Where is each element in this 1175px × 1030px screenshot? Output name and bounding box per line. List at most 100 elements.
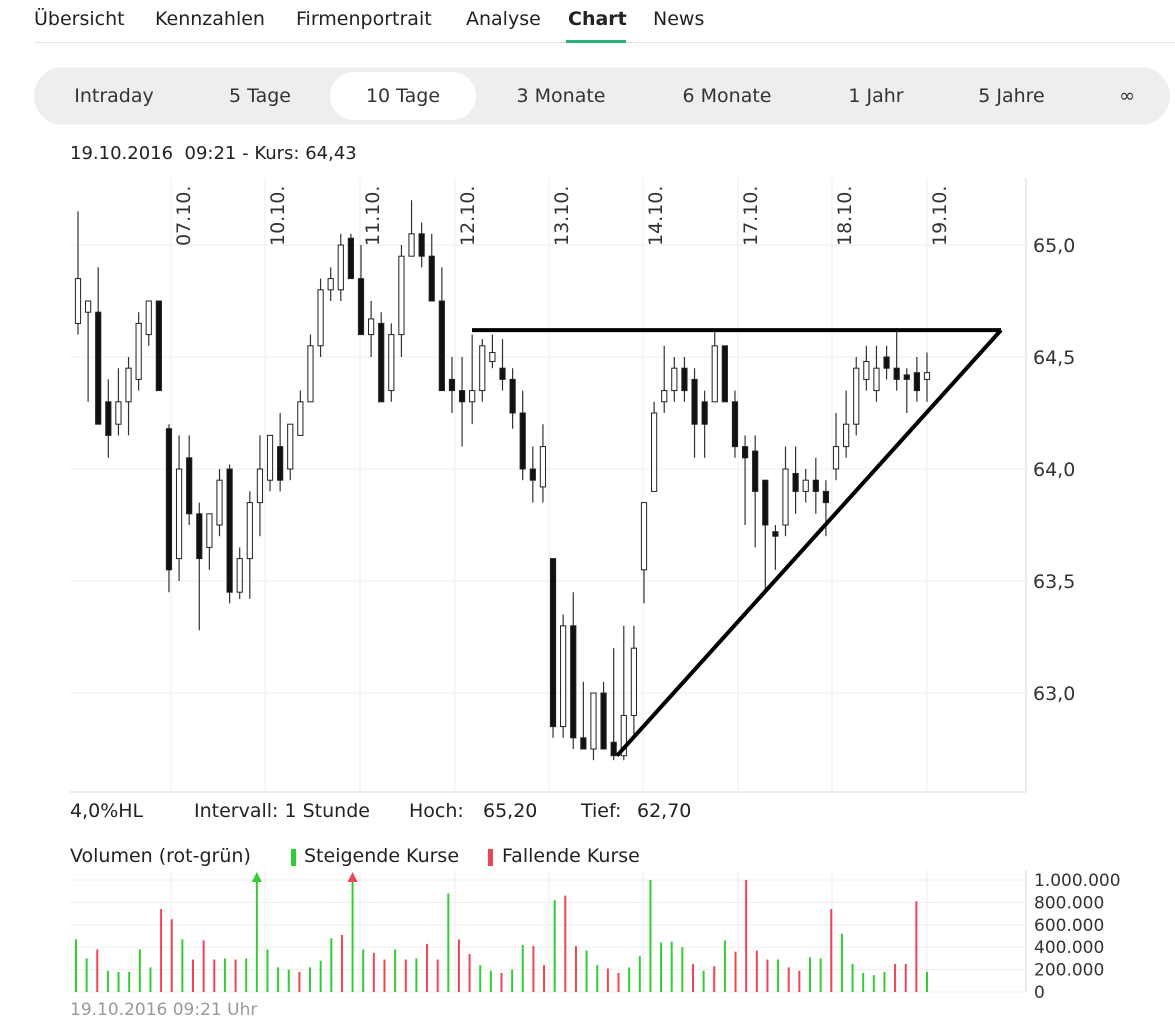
volume-y-tick-label: 0: [1034, 983, 1045, 1000]
candle: [105, 379, 112, 458]
candle-body: [640, 502, 648, 571]
candle: [347, 233, 354, 280]
candle: [792, 446, 799, 514]
quote-kurs: - Kurs: 64,43: [242, 143, 357, 164]
range-10-tage-button[interactable]: 10 Tage: [330, 72, 476, 120]
range-intraday-button[interactable]: Intraday: [74, 85, 154, 107]
range-max-button[interactable]: ∞: [1119, 85, 1135, 107]
candle: [458, 357, 466, 447]
candle: [782, 446, 789, 537]
range-1-jahr-button[interactable]: 1 Jahr: [848, 85, 904, 107]
support-trend-line: [615, 328, 1003, 758]
candle-body: [357, 278, 365, 336]
candle: [843, 390, 850, 458]
x-tick-label: 19.10.: [929, 186, 951, 246]
candle: [438, 267, 445, 392]
candle: [499, 339, 506, 391]
candle-body: [388, 334, 395, 392]
candle-body: [469, 390, 476, 403]
candle: [236, 547, 243, 599]
candle-body: [752, 450, 759, 492]
candle: [317, 278, 324, 357]
tief-value: 62,70: [637, 800, 692, 822]
candle: [560, 614, 567, 738]
volume-y-tick-label: 200.000: [1034, 961, 1104, 981]
candle-body: [277, 446, 284, 481]
candle: [246, 491, 253, 599]
range-5-jahre-button[interactable]: 5 Jahre: [978, 85, 1045, 107]
nav-analyse[interactable]: Analyse: [466, 8, 541, 30]
candle-body: [408, 233, 415, 257]
nav-chart[interactable]: Chart: [568, 8, 627, 30]
candle: [408, 200, 415, 257]
candle-body: [327, 278, 334, 291]
y-tick-label: 64,5: [1033, 347, 1075, 369]
x-tick-label: 14.10.: [645, 186, 667, 246]
candle-body: [145, 300, 152, 336]
candle-body: [186, 457, 193, 515]
candle-body: [489, 352, 496, 362]
volume-overflow-arrow-down: [347, 872, 358, 882]
candle: [600, 681, 607, 750]
candle-body: [590, 692, 597, 750]
candle: [529, 446, 536, 503]
candle-body: [307, 345, 314, 403]
candle: [762, 479, 769, 593]
candle: [115, 368, 122, 436]
range-6-monate-button[interactable]: 6 Monate: [682, 85, 772, 107]
time-range-selector: Intraday 5 Tage 10 Tage 3 Monate 6 Monat…: [34, 67, 1170, 125]
nav-firmenportrait[interactable]: Firmenportrait: [296, 8, 432, 30]
candle-body: [853, 367, 860, 425]
candle: [519, 390, 526, 481]
candle-body: [923, 372, 931, 380]
active-tab-indicator: [566, 40, 626, 43]
candle-body: [236, 558, 243, 593]
candle-body: [206, 513, 213, 548]
candle-body: [155, 300, 162, 392]
y-tick-label: 63,0: [1033, 683, 1075, 705]
candle: [873, 345, 880, 402]
volume-y-tick-label: 600.000: [1034, 916, 1104, 936]
hoch-value: 65,20: [483, 800, 538, 822]
candle-body: [651, 412, 658, 492]
candle: [923, 352, 931, 402]
candle-body: [165, 428, 173, 571]
candle: [448, 357, 456, 413]
candle: [307, 334, 314, 403]
candle: [630, 625, 637, 738]
candle: [711, 330, 718, 403]
quote-line: 19.10.2016 09:21 - Kurs: 64,43: [70, 143, 357, 164]
candle-body: [226, 468, 233, 593]
candle: [863, 345, 870, 391]
candle-body: [297, 401, 304, 436]
range-3-monate-button[interactable]: 3 Monate: [516, 85, 606, 107]
candle-body: [378, 322, 385, 403]
candle-body: [428, 255, 435, 302]
candle: [509, 368, 516, 429]
candle: [287, 423, 294, 481]
candle-body: [762, 479, 769, 526]
candle: [165, 424, 173, 593]
falling-legend-label: Fallende Kurse: [502, 845, 640, 867]
candle-body: [560, 625, 567, 728]
nav-uebersicht[interactable]: Übersicht: [34, 8, 125, 30]
candle: [802, 469, 809, 503]
candle: [671, 357, 678, 402]
candle-body: [822, 490, 830, 504]
volume-y-tick-label: 400.000: [1034, 938, 1104, 958]
candle-body: [630, 647, 637, 716]
candle-body: [539, 446, 547, 488]
x-tick-label: 13.10.: [551, 186, 573, 246]
hl-label: 4,0%HL: [70, 800, 144, 822]
candle-body: [883, 356, 890, 369]
candle-body: [620, 714, 627, 757]
range-5-tage-button[interactable]: 5 Tage: [229, 85, 291, 107]
nav-news[interactable]: News: [653, 8, 705, 30]
nav-kennzahlen[interactable]: Kennzahlen: [155, 8, 265, 30]
candle: [479, 339, 486, 402]
interval-label: Intervall: 1 Stunde: [194, 800, 370, 822]
quote-datetime: 19.10.2016 09:21: [70, 143, 237, 164]
candle: [256, 435, 264, 537]
candle-body: [398, 255, 405, 336]
